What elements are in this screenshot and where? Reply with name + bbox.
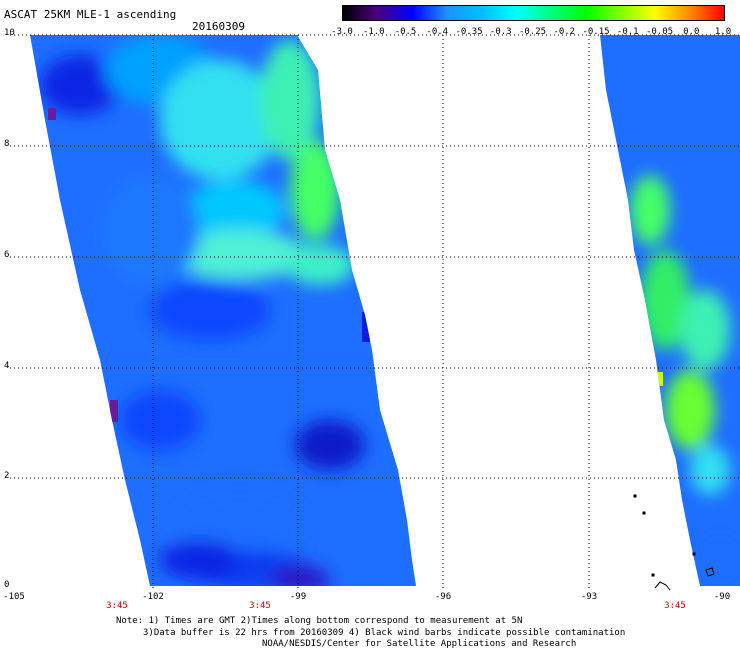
y-tick-label: 2 <box>4 471 10 481</box>
time-label: 3:45 <box>106 601 128 611</box>
colorbar-tick-label: -0.15 <box>582 27 610 37</box>
x-tick-label: -93 <box>580 592 598 602</box>
colorbar-tick-label: -0.35 <box>455 27 483 37</box>
x-tick-label: -99 <box>289 592 307 602</box>
colorbar-tick-label: 0.0 <box>683 27 700 37</box>
note-line-2: 3)Data buffer is 22 hrs from 20160309 4)… <box>143 628 626 638</box>
x-tick-label: -96 <box>434 592 452 602</box>
colorbar-tick-label: -0.2 <box>553 27 576 37</box>
colorbar-tick-label: -0.05 <box>645 27 674 37</box>
y-tick-label: 6 <box>4 250 10 260</box>
x-tick-label: -105 <box>3 592 25 602</box>
y-tick-label: 0 <box>4 580 10 590</box>
grid-lines <box>10 34 740 588</box>
y-tick-label: 10 <box>4 28 15 38</box>
time-label: 3:45 <box>664 601 686 611</box>
x-tick-label: -102 <box>142 592 164 602</box>
y-tick-label: 8 <box>4 139 10 149</box>
note-line-3: NOAA/NESDIS/Center for Satellite Applica… <box>262 639 577 649</box>
left-swath <box>30 35 416 586</box>
colorbar-tick-label: -0.3 <box>489 27 512 37</box>
colorbar-tick-label: -0.4 <box>426 27 449 37</box>
right-swath <box>600 35 740 586</box>
colorbar-tick-label: -3.0 <box>331 27 353 37</box>
colorbar-tick-label: -1.0 <box>362 27 385 37</box>
time-label: 3:45 <box>249 601 271 611</box>
colorbar-tick-label: -0.1 <box>616 27 639 37</box>
colorbar-tick-label: 1.0 <box>714 27 732 37</box>
colorbar <box>342 5 725 21</box>
chart-title: ASCAT 25KM MLE-1 ascending <box>4 8 177 21</box>
note-line-1: Note: 1) Times are GMT 2)Times along bot… <box>116 616 523 626</box>
chart-date: 20160309 <box>192 20 245 33</box>
y-tick-label: 4 <box>4 361 10 371</box>
colorbar-tick-label: -0.5 <box>394 27 417 37</box>
x-tick-label: -90 <box>713 592 731 602</box>
colorbar-tick-label: -0.25 <box>518 27 547 37</box>
coastline <box>633 494 715 591</box>
